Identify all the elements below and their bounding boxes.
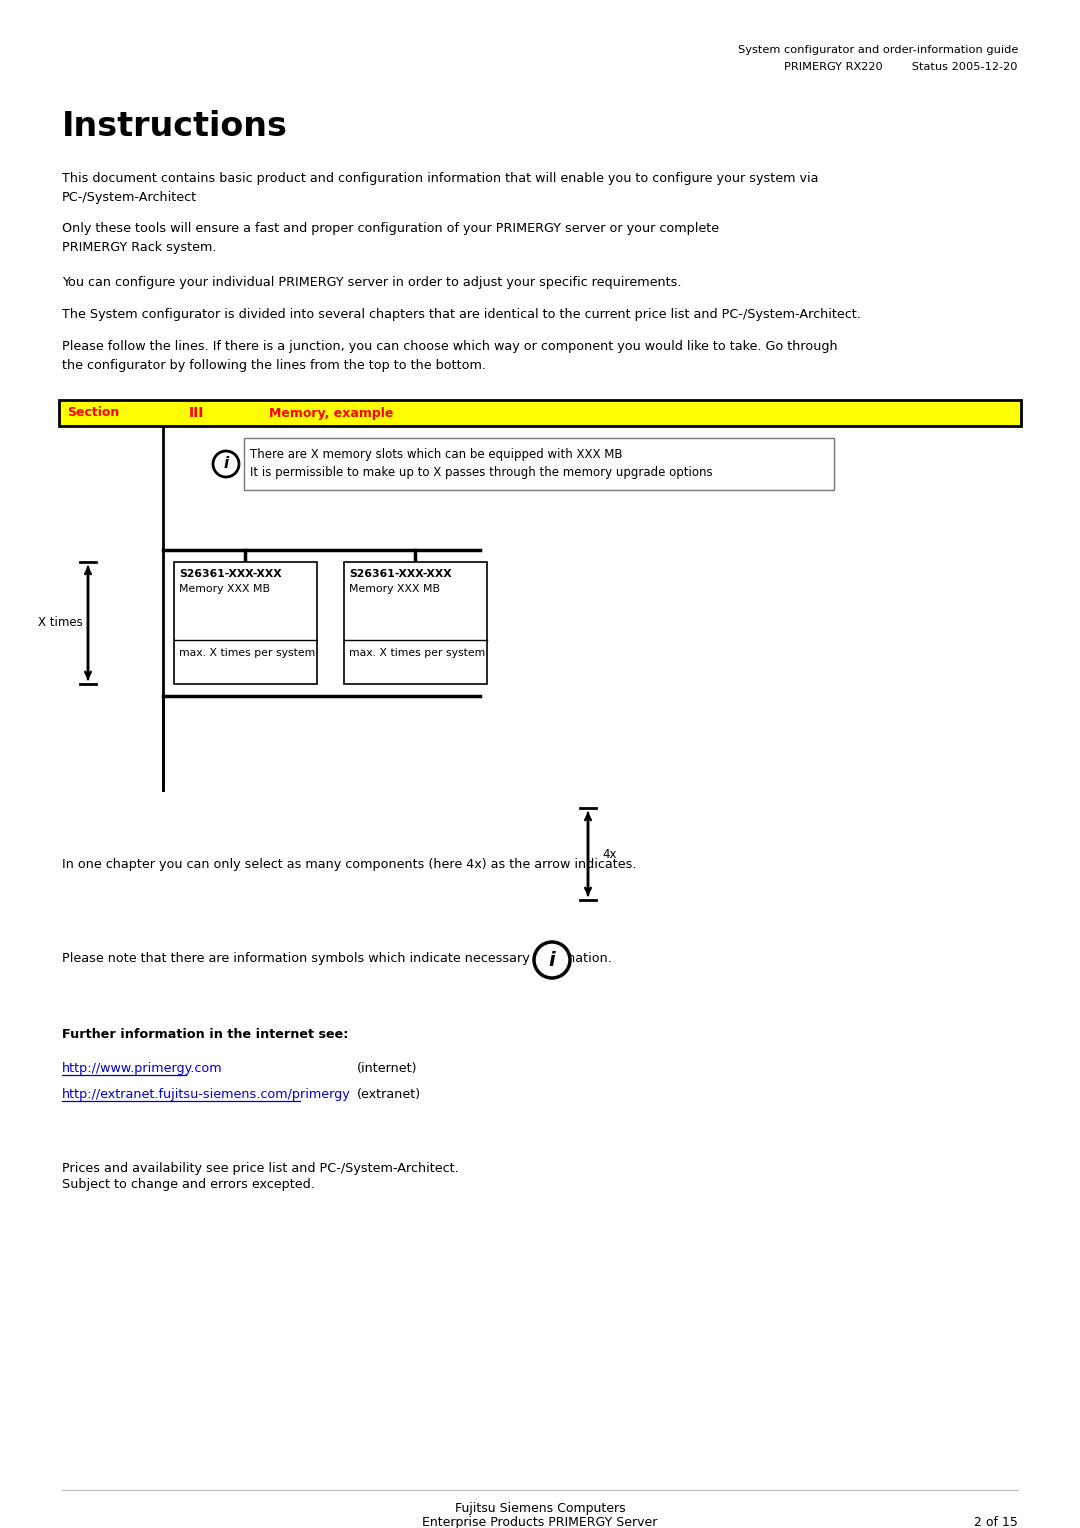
- Text: The System configurator is divided into several chapters that are identical to t: The System configurator is divided into …: [62, 309, 861, 321]
- Text: You can configure your individual PRIMERGY server in order to adjust your specif: You can configure your individual PRIMER…: [62, 277, 681, 289]
- Text: i: i: [224, 457, 229, 472]
- Text: Memory, example: Memory, example: [269, 406, 393, 420]
- Text: max. X times per system: max. X times per system: [179, 648, 315, 659]
- Text: Further information in the internet see:: Further information in the internet see:: [62, 1028, 349, 1041]
- Text: Only these tools will ensure a fast and proper configuration of your PRIMERGY se: Only these tools will ensure a fast and …: [62, 222, 719, 254]
- Text: Memory XXX MB: Memory XXX MB: [179, 584, 270, 594]
- Text: This document contains basic product and configuration information that will ena: This document contains basic product and…: [62, 173, 819, 203]
- Text: It is permissible to make up to X passes through the memory upgrade options: It is permissible to make up to X passes…: [249, 466, 713, 478]
- Text: III: III: [189, 406, 204, 420]
- Text: Please follow the lines. If there is a junction, you can choose which way or com: Please follow the lines. If there is a j…: [62, 341, 838, 371]
- Text: 2 of 15: 2 of 15: [974, 1516, 1018, 1528]
- Bar: [345, 562, 487, 685]
- Text: In one chapter you can only select as many components (here 4x) as the arrow ind: In one chapter you can only select as ma…: [62, 859, 636, 871]
- Text: PRIMERGY RX220        Status 2005-12-20: PRIMERGY RX220 Status 2005-12-20: [784, 63, 1018, 72]
- Text: There are X memory slots which can be equipped with XXX MB: There are X memory slots which can be eq…: [249, 448, 622, 461]
- Text: Section: Section: [67, 406, 119, 420]
- Circle shape: [534, 941, 570, 978]
- Text: S26361-XXX-XXX: S26361-XXX-XXX: [179, 568, 282, 579]
- Circle shape: [213, 451, 239, 477]
- Text: S26361-XXX-XXX: S26361-XXX-XXX: [349, 568, 451, 579]
- Bar: [174, 562, 318, 685]
- Text: 4x: 4x: [602, 848, 617, 860]
- Text: http://www.primergy.com: http://www.primergy.com: [62, 1062, 222, 1076]
- Text: i: i: [549, 950, 555, 969]
- Text: Subject to change and errors excepted.: Subject to change and errors excepted.: [62, 1178, 315, 1190]
- Text: Memory XXX MB: Memory XXX MB: [349, 584, 440, 594]
- Text: Enterprise Products PRIMERGY Server: Enterprise Products PRIMERGY Server: [422, 1516, 658, 1528]
- Text: Instructions: Instructions: [62, 110, 288, 144]
- Text: Fujitsu Siemens Computers: Fujitsu Siemens Computers: [455, 1502, 625, 1514]
- Bar: [59, 400, 1021, 426]
- Text: Please note that there are information symbols which indicate necessary informat: Please note that there are information s…: [62, 952, 612, 966]
- Bar: [244, 439, 834, 490]
- Text: Prices and availability see price list and PC-/System-Architect.: Prices and availability see price list a…: [62, 1161, 459, 1175]
- Text: X times: X times: [38, 616, 83, 630]
- Text: System configurator and order-information guide: System configurator and order-informatio…: [738, 44, 1018, 55]
- Text: (extranet): (extranet): [357, 1088, 421, 1102]
- Text: (internet): (internet): [357, 1062, 418, 1076]
- Text: http://extranet.fujitsu-siemens.com/primergy: http://extranet.fujitsu-siemens.com/prim…: [62, 1088, 351, 1102]
- Text: max. X times per system: max. X times per system: [349, 648, 485, 659]
